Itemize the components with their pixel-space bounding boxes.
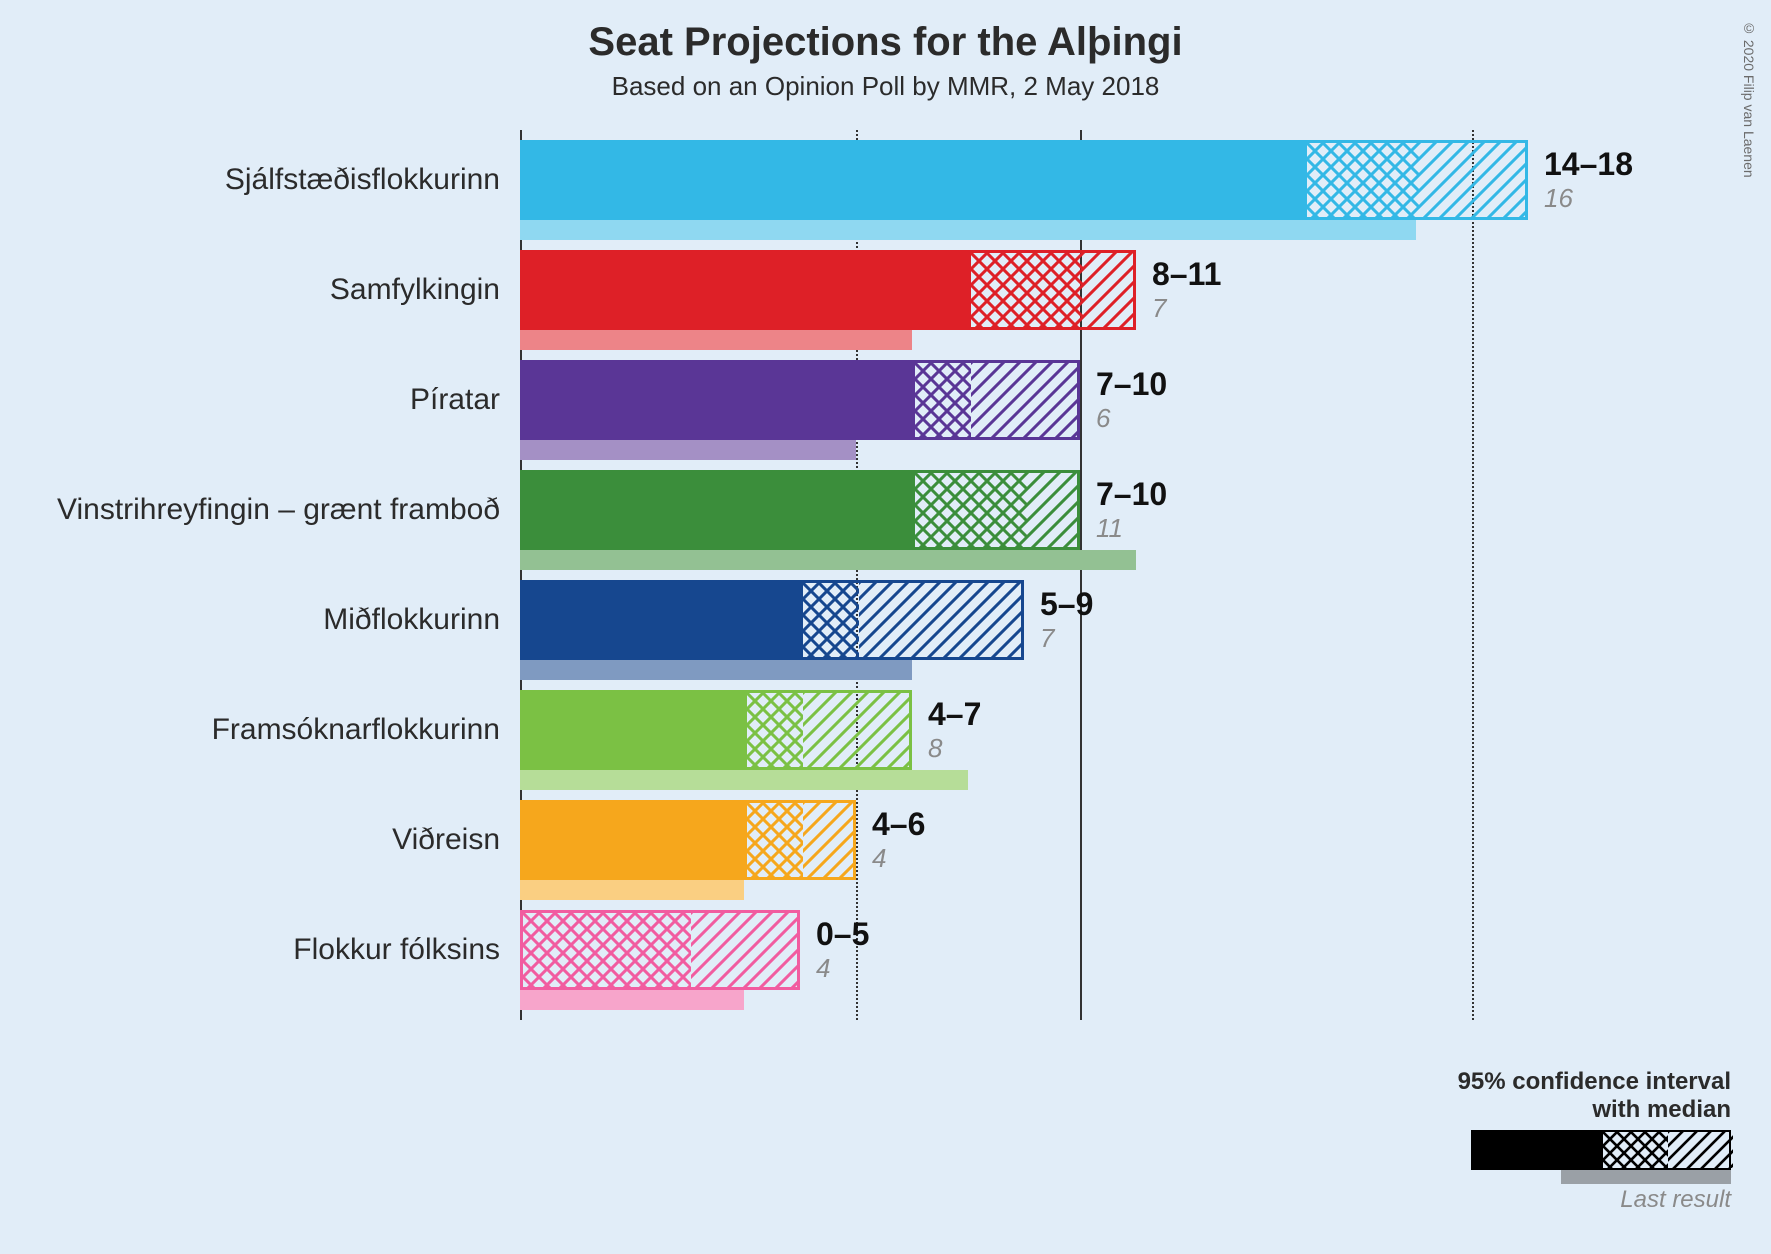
party-label: Sjálfstæðisflokkurinn: [0, 140, 520, 220]
last-result-label: 16: [1544, 183, 1633, 214]
legend-ci-bar: [1471, 1130, 1731, 1170]
party-row: Miðflokkurinn5–97: [520, 580, 1620, 690]
party-label: Flokkur fólksins: [0, 910, 520, 990]
ci-bar-median: [803, 583, 859, 657]
legend-seg: [1668, 1132, 1733, 1168]
range-label: 7–10: [1096, 366, 1167, 403]
ci-bar-high: [803, 803, 853, 877]
legend-last-bar: [1561, 1170, 1731, 1184]
ci-bar-high: [1027, 473, 1077, 547]
party-label: Vinstrihreyfingin – grænt framboð: [0, 470, 520, 550]
value-labels: 4–64: [872, 806, 925, 874]
party-row: Píratar7–106: [520, 360, 1620, 470]
party-label: Framsóknarflokkurinn: [0, 690, 520, 770]
ci-bar-median: [915, 473, 1027, 547]
last-result-label: 11: [1096, 513, 1167, 544]
legend-seg: [1603, 1132, 1668, 1168]
last-result-bar: [520, 440, 856, 460]
last-result-label: 4: [872, 843, 925, 874]
ci-bar-high: [803, 693, 909, 767]
value-labels: 7–106: [1096, 366, 1167, 434]
legend-last-label: Last result: [1458, 1186, 1731, 1214]
ci-bar-high: [859, 583, 1021, 657]
ci-bar-high: [971, 363, 1077, 437]
ci-bar-low: [523, 253, 971, 327]
party-row: Flokkur fólksins0–54: [520, 910, 1620, 1020]
last-result-label: 4: [816, 953, 869, 984]
last-result-bar: [520, 330, 912, 350]
ci-bar-high: [1419, 143, 1525, 217]
ci-bar: [520, 910, 800, 990]
last-result-bar: [520, 550, 1136, 570]
ci-bar-low: [523, 363, 915, 437]
party-row: Framsóknarflokkurinn4–78: [520, 690, 1620, 800]
last-result-bar: [520, 880, 744, 900]
ci-bar-low: [523, 803, 747, 877]
ci-bar-low: [523, 143, 1307, 217]
last-result-bar: [520, 220, 1416, 240]
ci-bar-median: [915, 363, 971, 437]
ci-bar: [520, 360, 1080, 440]
ci-bar-median: [523, 913, 691, 987]
range-label: 5–9: [1040, 586, 1093, 623]
ci-bar-median: [1307, 143, 1419, 217]
value-labels: 8–117: [1152, 256, 1221, 324]
party-label: Viðreisn: [0, 800, 520, 880]
party-label: Samfylkingin: [0, 250, 520, 330]
chart-subtitle: Based on an Opinion Poll by MMR, 2 May 2…: [0, 71, 1771, 102]
ci-bar: [520, 580, 1024, 660]
value-labels: 0–54: [816, 916, 869, 984]
legend-line-1: 95% confidence interval: [1458, 1068, 1731, 1096]
party-row: Vinstrihreyfingin – grænt framboð7–1011: [520, 470, 1620, 580]
chart-area: Sjálfstæðisflokkurinn14–1816Samfylkingin…: [520, 130, 1620, 1020]
party-label: Miðflokkurinn: [0, 580, 520, 660]
range-label: 0–5: [816, 916, 869, 953]
ci-bar: [520, 800, 856, 880]
range-label: 4–7: [928, 696, 981, 733]
ci-bar-high: [1083, 253, 1133, 327]
title-block: Seat Projections for the Alþingi Based o…: [0, 20, 1771, 102]
ci-bar: [520, 690, 912, 770]
ci-bar-high: [691, 913, 797, 987]
ci-bar-low: [523, 583, 803, 657]
legend-seg: [1473, 1132, 1603, 1168]
ci-bar-median: [971, 253, 1083, 327]
last-result-label: 7: [1040, 623, 1093, 654]
party-label: Píratar: [0, 360, 520, 440]
value-labels: 14–1816: [1544, 146, 1633, 214]
copyright-text: © 2020 Filip van Laenen: [1741, 20, 1757, 178]
chart-title: Seat Projections for the Alþingi: [0, 20, 1771, 65]
legend-line-2: with median: [1458, 1096, 1731, 1124]
last-result-label: 7: [1152, 293, 1221, 324]
last-result-label: 6: [1096, 403, 1167, 434]
last-result-bar: [520, 660, 912, 680]
range-label: 7–10: [1096, 476, 1167, 513]
ci-bar-median: [747, 693, 803, 767]
party-row: Sjálfstæðisflokkurinn14–1816: [520, 140, 1620, 250]
ci-bar: [520, 140, 1528, 220]
last-result-label: 8: [928, 733, 981, 764]
value-labels: 4–78: [928, 696, 981, 764]
value-labels: 7–1011: [1096, 476, 1167, 544]
party-row: Viðreisn4–64: [520, 800, 1620, 910]
range-label: 8–11: [1152, 256, 1221, 293]
ci-bar-low: [523, 693, 747, 767]
range-label: 4–6: [872, 806, 925, 843]
value-labels: 5–97: [1040, 586, 1093, 654]
party-row: Samfylkingin8–117: [520, 250, 1620, 360]
ci-bar-median: [747, 803, 803, 877]
ci-bar: [520, 470, 1080, 550]
last-result-bar: [520, 990, 744, 1010]
range-label: 14–18: [1544, 146, 1633, 183]
legend: 95% confidence interval with median Last…: [1458, 1068, 1731, 1214]
ci-bar: [520, 250, 1136, 330]
last-result-bar: [520, 770, 968, 790]
ci-bar-low: [523, 473, 915, 547]
